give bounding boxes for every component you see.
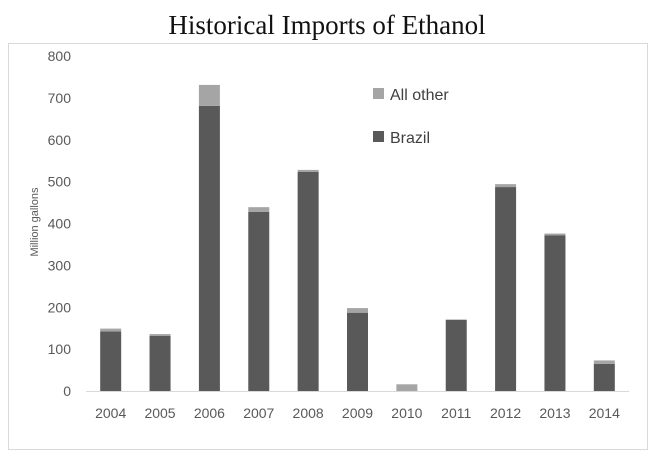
bar-brazil-2005: [149, 335, 171, 391]
legend: All other Brazil: [373, 87, 449, 147]
bar-brazil-2014: [593, 363, 615, 391]
x-tick-label: 2011: [441, 405, 471, 421]
legend-label: All other: [390, 87, 449, 104]
legend-label: Brazil: [390, 130, 430, 147]
y-axis-title: Million gallons: [29, 187, 41, 257]
y-tick-label: 400: [48, 216, 72, 232]
bar-brazil-2008: [297, 171, 319, 391]
x-tick-label: 2013: [539, 405, 570, 421]
x-tick-label: 2006: [194, 405, 225, 421]
bar-all-other-2009: [347, 308, 368, 313]
x-tick-label: 2012: [490, 405, 521, 421]
bar-all-other-2006: [198, 84, 220, 106]
x-tick-label: 2004: [95, 405, 126, 421]
x-tick-label: 2005: [144, 405, 175, 421]
bar-brazil-2007: [248, 211, 270, 391]
y-tick-label: 800: [48, 48, 72, 64]
bar-all-other-2013: [544, 233, 566, 236]
bar-brazil-2004: [100, 331, 122, 391]
x-tick-labels: 2004 2005 2006 2007 2008 2009 2010 2011 2012 2013…: [95, 405, 620, 421]
bar-all-other-2007: [248, 207, 270, 212]
y-axis-title-group: Million gallons: [29, 187, 41, 257]
bars: [100, 84, 615, 392]
chart-title: Historical Imports of Ethanol: [168, 10, 486, 40]
bar-brazil-2009: [347, 312, 368, 391]
y-tick-label: 100: [48, 341, 72, 357]
x-tick-label: 2009: [342, 405, 373, 421]
y-tick-label: 200: [48, 299, 72, 315]
legend-swatch: [373, 131, 384, 142]
legend-swatch: [373, 88, 384, 99]
y-tick-label: 500: [48, 174, 72, 190]
bar-all-other-2004: [100, 328, 122, 332]
bar-all-other-2008: [297, 169, 319, 172]
bar-all-other-2005: [149, 334, 171, 336]
y-tick-label: 0: [63, 383, 71, 399]
bar-all-other-2014: [593, 360, 615, 364]
bar-all-other-2010: [396, 384, 418, 391]
y-tick-label: 700: [48, 90, 72, 106]
x-tick-label: 2014: [589, 405, 620, 421]
bar-all-other-2012: [495, 184, 517, 188]
bar-brazil-2011: [445, 319, 467, 391]
y-tick-labels: 0 100 200 300 400 500 600 700 800: [48, 48, 72, 399]
x-tick-label: 2008: [293, 405, 324, 421]
bar-brazil-2013: [544, 235, 566, 391]
bar-brazil-2012: [495, 187, 517, 391]
x-tick-label: 2007: [243, 405, 274, 421]
y-tick-label: 300: [48, 257, 72, 273]
chart-frame: [8, 43, 648, 450]
x-tick-label: 2010: [391, 405, 422, 421]
bar-brazil-2006: [198, 105, 220, 392]
y-tick-label: 600: [48, 132, 72, 148]
